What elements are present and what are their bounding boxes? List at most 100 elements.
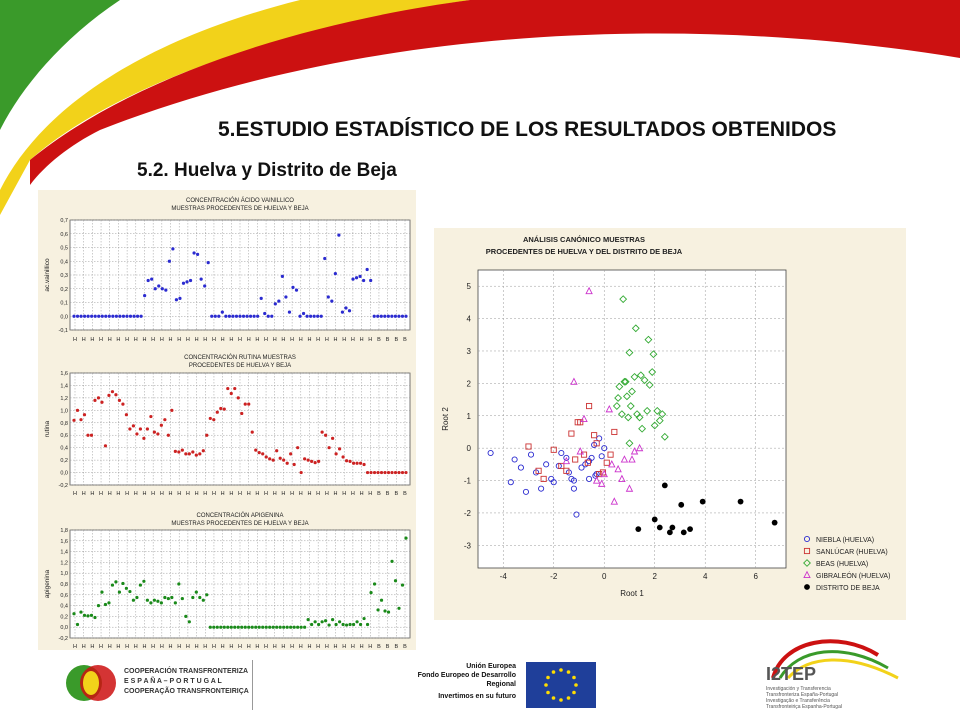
plot-area (69, 372, 411, 486)
x-tick-label: H (160, 337, 164, 343)
x-tick-label: H (273, 491, 277, 497)
x-tick-label: H (108, 644, 112, 650)
data-point (598, 453, 605, 460)
data-point (597, 479, 606, 487)
data-point (309, 314, 313, 318)
x-tick-label: H (255, 337, 259, 343)
y-tick-label: 0,4 (60, 604, 68, 610)
data-point (273, 302, 277, 306)
data-point (601, 445, 608, 452)
data-point (135, 432, 139, 436)
data-point (121, 314, 126, 318)
data-point (372, 582, 377, 586)
data-point (344, 306, 348, 310)
poctep-line-3: COOPERAÇÃO TRANSFRONTEIRIÇA (124, 688, 249, 695)
data-point (243, 625, 247, 629)
data-point (630, 372, 639, 381)
y-tick-label: 1,2 (60, 396, 68, 402)
x-tick-label: H (316, 491, 320, 497)
data-point (156, 432, 160, 436)
data-point (212, 418, 216, 422)
data-point (320, 430, 324, 434)
data-point (75, 408, 80, 412)
x-tick-label: H (186, 644, 190, 650)
y-tick-label: 0,0 (60, 625, 68, 631)
data-point (79, 314, 83, 318)
data-point (194, 453, 198, 457)
data-point (268, 625, 272, 629)
y-tick-label: 0,6 (60, 433, 68, 439)
data-point (79, 610, 83, 614)
data-point (107, 314, 111, 318)
data-point (170, 408, 174, 412)
data-point (355, 461, 359, 465)
data-point (337, 233, 341, 237)
data-point (93, 398, 97, 402)
data-point (517, 464, 524, 471)
eu-star (544, 683, 548, 687)
data-point (592, 472, 599, 479)
x-tick-label: H (73, 644, 77, 650)
x-tick-label: H (316, 337, 320, 343)
x-tick-label: H (125, 644, 129, 650)
data-point (369, 470, 373, 475)
data-point (142, 436, 146, 440)
data-point (89, 433, 94, 437)
x-tick-label: H (264, 337, 268, 343)
x-tick-label: -4 (500, 572, 508, 581)
data-point (344, 459, 349, 463)
data-point (184, 452, 188, 456)
data-point (522, 488, 530, 495)
poctep-logo: COOPERACIÓN TRANSFRONTERIZA E S P A Ñ A … (62, 660, 249, 706)
data-point (338, 620, 342, 624)
data-point (390, 470, 394, 475)
y-tick-label: 1,4 (60, 383, 68, 389)
data-point (86, 614, 90, 618)
data-point (376, 314, 380, 318)
data-point (164, 288, 168, 292)
timeseries-chart-2: CONCENTRACIÓN RUTINA MUESTRAS PROCEDENTES… (44, 354, 411, 497)
data-point (636, 371, 645, 380)
data-point (635, 413, 644, 422)
data-point (257, 451, 261, 455)
data-point (163, 595, 167, 600)
y-tick-label: 0,7 (60, 218, 68, 224)
i2tep-line-1: Investigación y Transferencia (766, 686, 831, 692)
data-point (268, 457, 272, 461)
data-point (196, 252, 200, 256)
data-point (316, 314, 320, 318)
decorative-swoosh (0, 0, 960, 215)
y-tick-label: 0 (467, 444, 472, 453)
data-point (576, 447, 584, 455)
eu-star (572, 690, 576, 695)
data-point (621, 377, 630, 386)
data-point (347, 309, 352, 313)
data-point (292, 462, 296, 467)
data-point (305, 314, 309, 318)
y-tick-label: 1 (467, 412, 472, 421)
y-tick-label: 2 (467, 379, 472, 388)
data-point (110, 583, 115, 587)
data-point (181, 281, 186, 285)
x-tick-label: H (281, 337, 285, 343)
x-tick-label: H (360, 337, 364, 343)
data-point (591, 432, 598, 439)
data-point (117, 590, 122, 594)
poctep-emblem-icon (66, 665, 116, 701)
eu-star (559, 668, 563, 672)
y-tick-label: 1,4 (60, 550, 68, 556)
data-point (626, 402, 635, 410)
data-point (558, 449, 565, 457)
data-point (655, 416, 664, 425)
data-point (107, 393, 111, 397)
data-point (236, 625, 240, 629)
x-tick-label: H (169, 491, 173, 497)
data-point (131, 424, 136, 428)
x-tick-label: H (273, 337, 277, 343)
legend-marker (803, 570, 811, 579)
data-point (573, 511, 580, 518)
data-point (213, 314, 217, 318)
x-tick-label: H (73, 337, 77, 343)
eu-text-1: Unión Europea (466, 663, 516, 670)
x-tick-label: H (221, 491, 225, 497)
